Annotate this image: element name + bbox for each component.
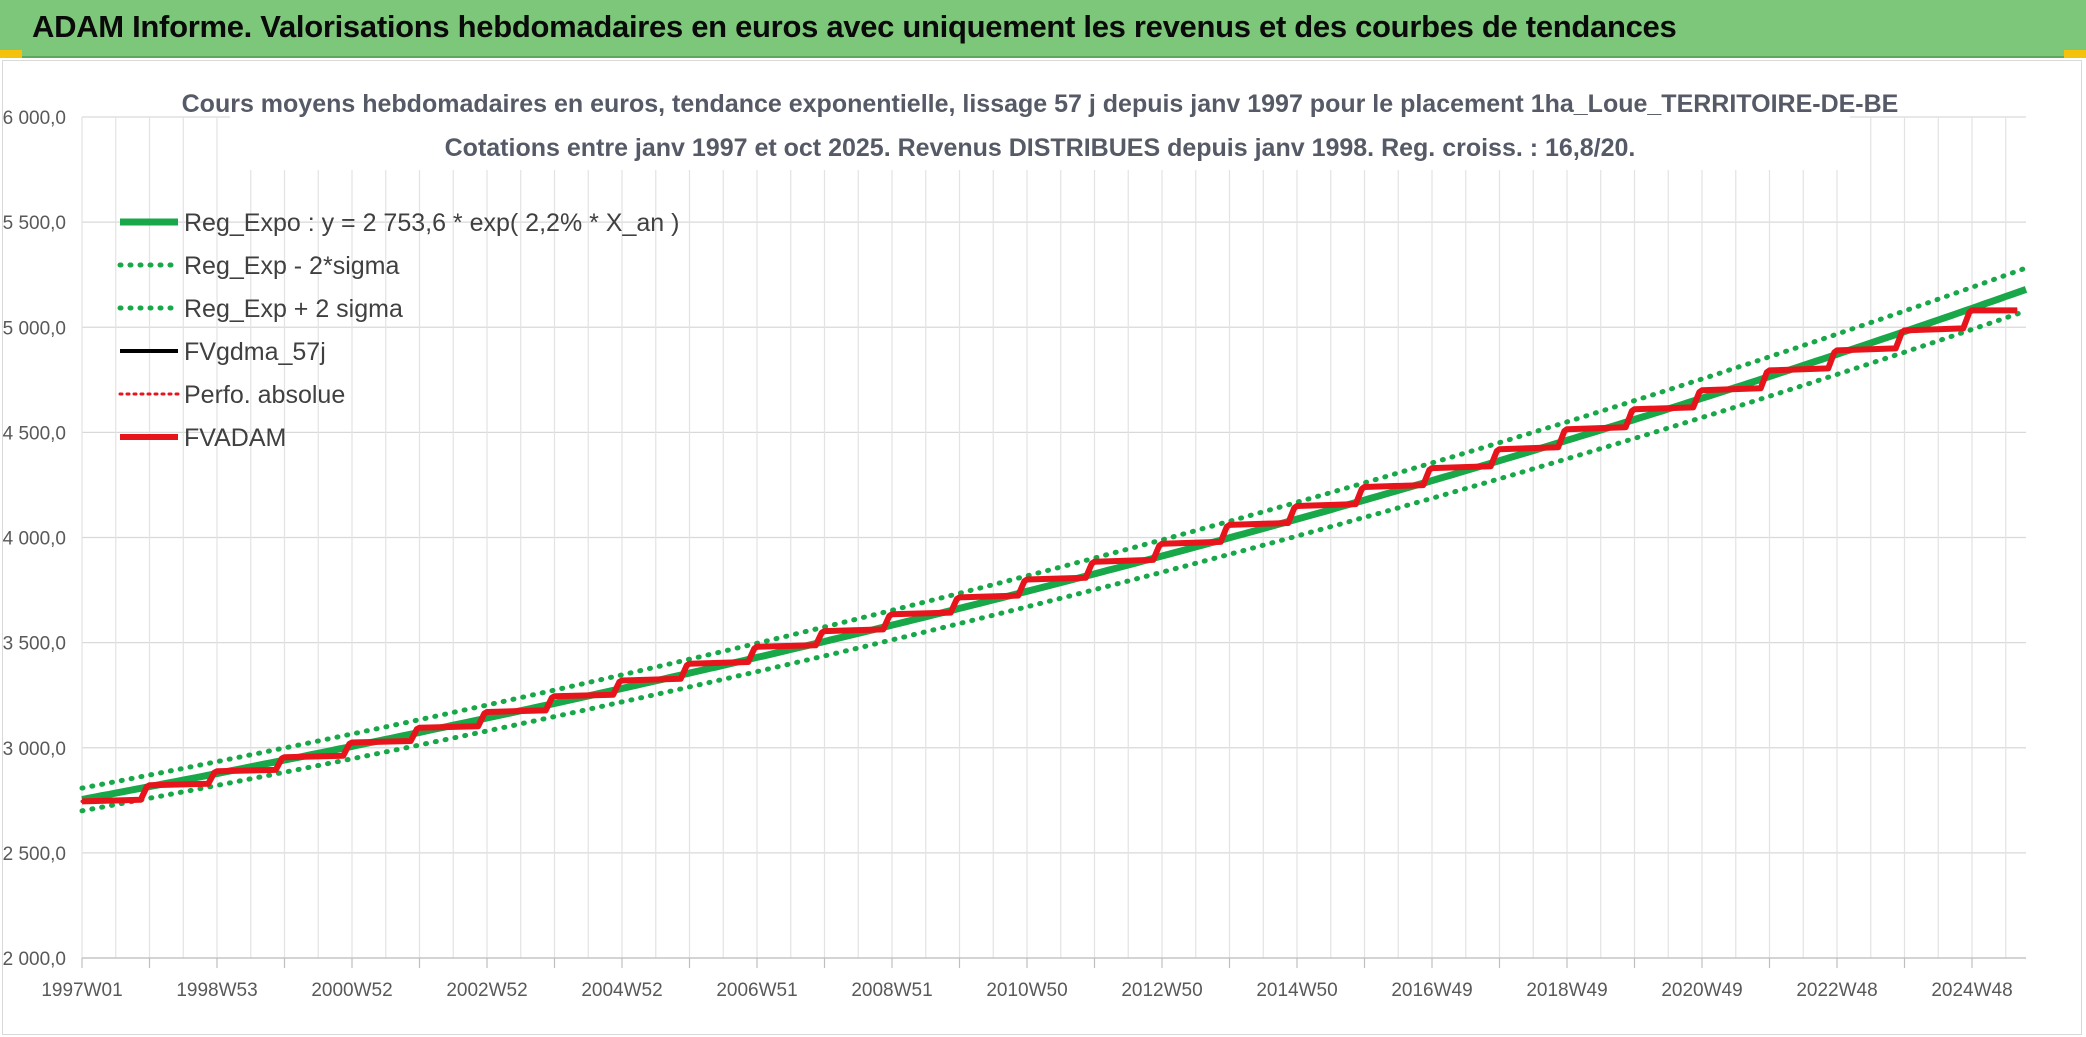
x-tick-label: 2018W49 [1526, 980, 1607, 1001]
y-tick-label: 5 500,0 [3, 213, 66, 234]
series-line-0 [81, 286, 2028, 803]
y-tick-label: 3 500,0 [3, 634, 66, 655]
chart-series [79, 265, 2029, 814]
x-tick-label: 2012W50 [1121, 980, 1202, 1001]
chart-gridlines [81, 116, 2026, 959]
series-line-3 [81, 308, 2018, 804]
series-line-5 [81, 307, 2018, 805]
x-tick-label: 2000W52 [311, 980, 392, 1001]
y-tick-label: 2 000,0 [3, 949, 66, 970]
x-tick-label: 2002W52 [446, 980, 527, 1001]
y-tick-label: 6 000,0 [3, 108, 66, 129]
x-tick-label: 2020W49 [1661, 980, 1742, 1001]
report-banner: ADAM Informe. Valorisations hebdomadaire… [0, 0, 2086, 58]
legend-label: Reg_Expo : y = 2 753,6 * exp( 2,2% * X_a… [184, 209, 679, 237]
legend-label: Reg_Exp - 2*sigma [184, 252, 399, 280]
y-tick-label: 3 000,0 [3, 739, 66, 760]
x-tick-label: 1998W53 [176, 980, 257, 1001]
x-tick-label: 2004W52 [581, 980, 662, 1001]
corner-mark-right [2064, 50, 2086, 58]
x-tick-label: 2010W50 [986, 980, 1067, 1001]
chart-title: Cours moyens hebdomadaires en euros, ten… [182, 90, 1899, 118]
y-tick-label: 4 000,0 [3, 529, 66, 550]
x-tick-label: 2006W51 [716, 980, 797, 1001]
legend-label: FVADAM [184, 424, 286, 452]
legend-label: FVgdma_57j [184, 338, 326, 366]
chart-frame [2, 60, 2082, 1035]
chart-subtitle: Cotations entre janv 1997 et oct 2025. R… [445, 134, 1636, 162]
x-tick-label: 2014W50 [1256, 980, 1337, 1001]
y-tick-label: 2 500,0 [3, 844, 66, 865]
x-tick-label: 1997W01 [41, 980, 122, 1001]
x-tick-label: 2016W49 [1391, 980, 1472, 1001]
corner-mark-left [0, 50, 22, 58]
y-tick-label: 4 500,0 [3, 423, 66, 444]
report-title: ADAM Informe. Valorisations hebdomadaire… [32, 9, 1677, 44]
title-background [230, 84, 1850, 170]
x-tick-label: 2024W48 [1931, 980, 2012, 1001]
chart-legend: Reg_Expo : y = 2 753,6 * exp( 2,2% * X_a… [117, 209, 679, 452]
x-tick-label: 2022W48 [1796, 980, 1877, 1001]
y-axis-ticks: 2 000,0 2 500,0 3 000,0 3 500,0 4 000,0 4 500… [3, 108, 66, 970]
legend-label: Perfo. absolue [184, 381, 345, 409]
series-line-2 [79, 265, 2029, 791]
legend-label: Reg_Exp + 2 sigma [184, 295, 403, 323]
series-line-1 [79, 308, 2029, 814]
x-axis-ticks: 1997W01 1998W53 2000W52 2002W52 2004W52 2006W… [41, 958, 2013, 1001]
y-tick-label: 5 000,0 [3, 318, 66, 339]
series-line-4 [80, 308, 2019, 803]
x-tick-label: 2008W51 [851, 980, 932, 1001]
